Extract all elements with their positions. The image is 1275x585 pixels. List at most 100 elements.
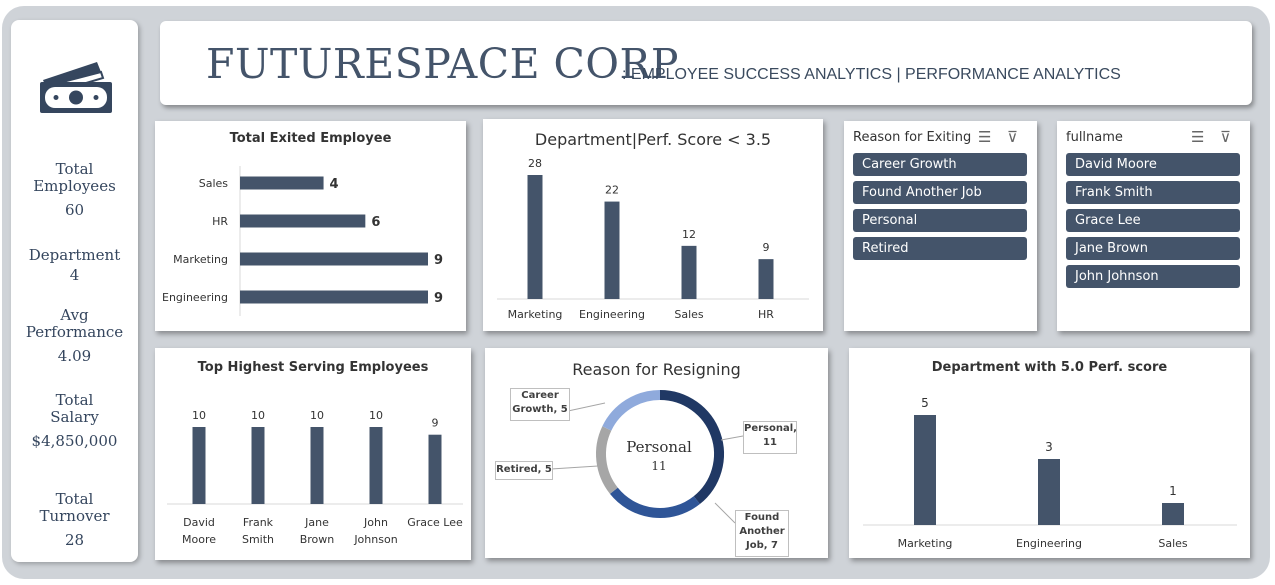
bar — [310, 427, 324, 504]
money-icon — [40, 62, 112, 113]
kpi-value: 4.09 — [57, 347, 92, 365]
chart-perf-five[interactable]: Department with 5.0 Perf. score 5 Marketi… — [849, 348, 1250, 558]
data-label: 6 — [371, 215, 380, 230]
category-label: Moore — [182, 533, 216, 546]
leader-line — [714, 502, 736, 524]
perf-low-bar-chart: 28 Marketing 22 Engineering 12 Sales 9 HR — [497, 157, 809, 321]
category-label: Engineering — [1016, 537, 1082, 550]
data-label: 10 — [192, 409, 206, 422]
slicer-item[interactable]: Retired — [853, 237, 1027, 260]
chart-reason-resigning[interactable]: Reason for Resigning Personal 11 Persona… — [485, 348, 828, 558]
category-label: Grace Lee — [407, 516, 463, 529]
kpi-department: Department 4 — [11, 246, 138, 285]
donut-slice — [602, 390, 661, 431]
chart-title: Total Exited Employee — [229, 131, 392, 146]
chart-title: Reason for Resigning — [572, 360, 741, 379]
data-label: 28 — [528, 157, 542, 170]
slicer-reason-exiting[interactable]: Reason for Exiting ☰ ⊽ Career Growth Fou… — [844, 121, 1037, 331]
callout-line: Retired, 5 — [496, 464, 552, 475]
data-label: 5 — [921, 396, 929, 410]
clear-filter-icon[interactable]: ⊽ — [1220, 128, 1231, 146]
kpi-value: 28 — [64, 531, 85, 549]
callout-retired: Retired, 5 — [495, 461, 553, 480]
kpi-label: Total — [55, 490, 94, 508]
kpi-label: Department — [28, 246, 121, 264]
bar — [240, 214, 366, 228]
category-label: Jane — [304, 516, 329, 529]
slicer-fullname[interactable]: fullname ☰ ⊽ David Moore Frank Smith Gra… — [1057, 121, 1250, 331]
callout-line: Job, 7 — [746, 540, 778, 551]
donut-slice — [659, 390, 724, 505]
callout-line: Another — [739, 526, 785, 537]
callout-line: Personal, — [744, 423, 797, 434]
serving-bar-chart: 10 David Moore 10 Frank Smith 10 Jane Brown 10 Joh… — [167, 409, 463, 546]
slicer-title: Reason for Exiting — [853, 130, 972, 145]
bar — [240, 176, 324, 190]
chart-perf-below-3-5[interactable]: Department|Perf. Score < 3.5 28 Marketing… — [483, 119, 823, 331]
slicer-item[interactable]: David Moore — [1066, 153, 1240, 176]
bar — [192, 427, 206, 504]
callout-career-growth: Career Growth, 5 — [510, 388, 570, 421]
kpi-total-salary: Total Salary $4,850,000 — [11, 392, 138, 451]
kpi-value: 60 — [64, 201, 85, 219]
slicer-item[interactable]: Frank Smith — [1066, 181, 1240, 204]
data-label: 9 — [432, 417, 439, 430]
kpi-value: 4 — [69, 266, 80, 284]
data-label: 9 — [434, 253, 443, 268]
data-label: 10 — [310, 409, 324, 422]
callout-line: Found — [744, 512, 780, 523]
chart-top-serving[interactable]: Top Highest Serving Employees 10 David Moo… — [155, 348, 471, 560]
slicer-item[interactable]: John Johnson — [1066, 265, 1240, 288]
bar — [240, 252, 428, 266]
chart-title: Department with 5.0 Perf. score — [931, 360, 1168, 375]
data-label: 9 — [763, 241, 770, 254]
category-label: Marketing — [898, 537, 953, 550]
kpi-label: Total — [55, 160, 94, 178]
chart-title: Department|Perf. Score < 3.5 — [534, 130, 772, 149]
perf-top-bar-chart: 5 Marketing 3 Engineering 1 Sales — [863, 396, 1237, 550]
category-label: Smith — [242, 533, 274, 546]
slicer-item[interactable]: Found Another Job — [853, 181, 1027, 204]
category-label: Marketing — [173, 253, 228, 266]
data-label: 3 — [1045, 440, 1053, 454]
category-label: Engineering — [162, 291, 228, 304]
slicer-item[interactable]: Grace Lee — [1066, 209, 1240, 232]
category-label: Frank — [243, 516, 274, 529]
slicer-item[interactable]: Jane Brown — [1066, 237, 1240, 260]
kpi-label: Salary — [50, 408, 99, 426]
data-label: 22 — [605, 184, 619, 197]
slicer-item[interactable]: Career Growth — [853, 153, 1027, 176]
bar — [914, 415, 936, 525]
multi-select-icon[interactable]: ☰ — [978, 128, 992, 146]
leader-line — [720, 435, 744, 441]
data-label: 10 — [369, 409, 383, 422]
bar — [758, 259, 774, 299]
callout-line: 11 — [763, 437, 777, 448]
category-label: Sales — [199, 177, 229, 190]
bar — [1038, 459, 1060, 525]
multi-select-icon[interactable]: ☰ — [1191, 128, 1205, 146]
category-label: HR — [758, 308, 774, 321]
data-label: 1 — [1169, 484, 1177, 498]
kpi-value: $4,850,000 — [31, 432, 118, 450]
bar — [240, 290, 428, 304]
bar — [604, 201, 620, 299]
dashboard-subtitle: : EMPLOYEE SUCCESS ANALYTICS | PERFORMAN… — [622, 66, 1121, 83]
callout-line: Career — [521, 390, 559, 401]
category-label: Sales — [1158, 537, 1188, 550]
dashboard-header: FUTURESPACE CORP : EMPLOYEE SUCCESS ANAL… — [160, 21, 1252, 105]
donut-center-value: 11 — [651, 459, 667, 473]
bar — [369, 427, 383, 504]
callout-personal: Personal, 11 — [743, 421, 797, 454]
leader-line — [550, 465, 599, 470]
kpi-label: Employees — [33, 177, 116, 195]
callout-line: Growth, 5 — [512, 404, 568, 415]
slicer-item[interactable]: Personal — [853, 209, 1027, 232]
clear-filter-icon[interactable]: ⊽ — [1007, 128, 1018, 146]
category-label: Engineering — [579, 308, 645, 321]
category-label: Brown — [300, 533, 335, 546]
kpi-label: Turnover — [39, 507, 110, 525]
bar — [428, 434, 442, 504]
chart-exited-employee[interactable]: Total Exited Employee Sales 4 HR 6 Marketing… — [155, 121, 466, 331]
kpi-label: Avg — [60, 306, 89, 324]
